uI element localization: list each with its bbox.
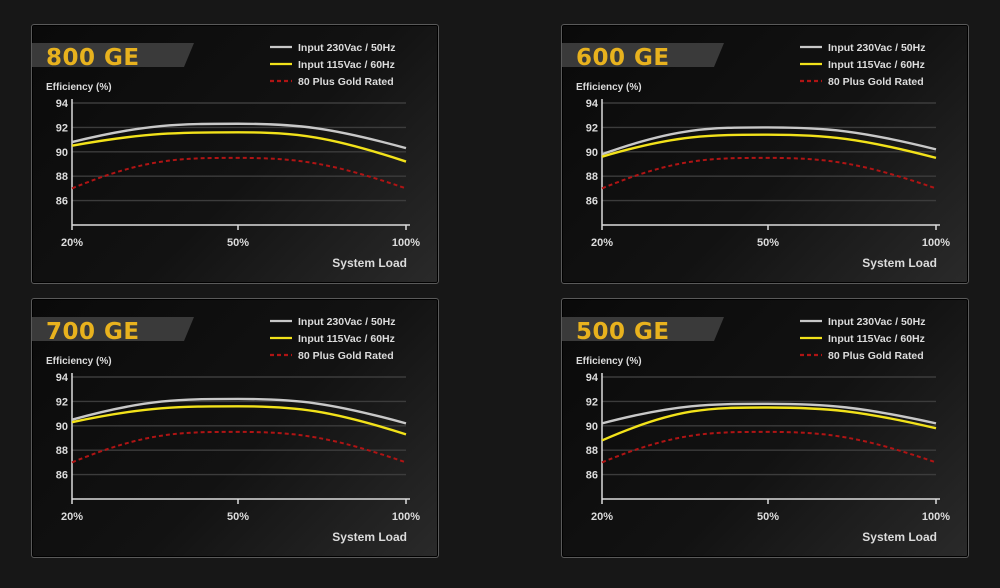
y-tick-label: 88 — [56, 171, 68, 183]
y-tick-label: 92 — [586, 396, 598, 408]
series-line-230vac — [71, 122, 407, 150]
x-axis-label: System Load — [862, 530, 937, 544]
x-tick-label: 100% — [922, 237, 950, 249]
series-line-115vac — [71, 405, 407, 436]
x-axis-label: System Load — [862, 256, 937, 270]
legend-label: Input 230Vac / 50Hz — [298, 42, 395, 54]
y-tick-label: 94 — [586, 372, 599, 384]
y-tick-label: 86 — [586, 470, 598, 482]
y-tick-label: 86 — [586, 196, 598, 208]
x-tick-label: 100% — [392, 237, 420, 249]
x-tick-label: 50% — [757, 237, 779, 249]
chart-panel-800ge: 800 GE Efficiency (%) 86 88 90 92 94 20% 50% 100%… — [31, 24, 439, 284]
chart-panel-500ge: 500 GE Efficiency (%) 86 88 90 92 94 20% 50% 100%… — [561, 298, 969, 558]
efficiency-chart: 700 GE Efficiency (%) 86 88 90 92 94 20% 50% 100%… — [32, 316, 420, 544]
series-line-80plus-gold — [601, 430, 937, 464]
legend-label: Input 230Vac / 50Hz — [298, 316, 395, 328]
y-tick-label: 94 — [586, 98, 599, 110]
series-line-230vac — [71, 397, 407, 425]
efficiency-chart: 600 GE Efficiency (%) 86 88 90 92 94 20% 50% 100%… — [562, 42, 950, 270]
x-tick-label: 20% — [61, 511, 83, 523]
y-tick-label: 90 — [56, 147, 68, 159]
y-tick-label: 90 — [56, 421, 68, 433]
x-tick-label: 50% — [227, 511, 249, 523]
x-tick-label: 50% — [227, 237, 249, 249]
chart-title: 800 GE — [46, 45, 140, 71]
series-line-80plus-gold — [71, 156, 407, 190]
y-tick-label: 88 — [586, 445, 598, 457]
legend-label: Input 115Vac / 60Hz — [298, 59, 395, 71]
title-banner — [32, 43, 194, 67]
x-tick-label: 100% — [922, 511, 950, 523]
y-axis-label: Efficiency (%) — [46, 82, 112, 93]
chart-panel-700ge: 700 GE Efficiency (%) 86 88 90 92 94 20% 50% 100%… — [31, 298, 439, 558]
legend-label: 80 Plus Gold Rated — [828, 76, 924, 88]
chart-title: 600 GE — [576, 45, 670, 71]
series-line-115vac — [71, 131, 407, 163]
y-tick-label: 94 — [56, 98, 69, 110]
y-tick-label: 92 — [586, 122, 598, 134]
y-tick-label: 88 — [586, 171, 598, 183]
y-tick-label: 86 — [56, 196, 68, 208]
efficiency-chart: 800 GE Efficiency (%) 86 88 90 92 94 20% 50% 100%… — [32, 42, 420, 270]
chart-title: 500 GE — [576, 319, 670, 345]
legend-label: Input 115Vac / 60Hz — [298, 333, 395, 345]
series-line-80plus-gold — [71, 430, 407, 464]
x-tick-label: 20% — [61, 237, 83, 249]
legend-label: Input 115Vac / 60Hz — [828, 333, 925, 345]
x-tick-label: 50% — [757, 511, 779, 523]
y-axis-label: Efficiency (%) — [576, 82, 642, 93]
y-tick-label: 86 — [56, 470, 68, 482]
series-line-230vac — [601, 126, 937, 156]
legend-label: 80 Plus Gold Rated — [298, 76, 394, 88]
y-tick-label: 92 — [56, 396, 68, 408]
series-line-230vac — [601, 402, 937, 425]
title-banner — [562, 43, 724, 67]
y-tick-label: 88 — [56, 445, 68, 457]
y-tick-label: 90 — [586, 147, 598, 159]
x-tick-label: 20% — [591, 511, 613, 523]
y-axis-label: Efficiency (%) — [576, 356, 642, 367]
legend-label: Input 230Vac / 50Hz — [828, 316, 925, 328]
series-line-80plus-gold — [601, 156, 937, 190]
legend-label: 80 Plus Gold Rated — [298, 350, 394, 362]
efficiency-chart: 500 GE Efficiency (%) 86 88 90 92 94 20% 50% 100%… — [562, 316, 950, 544]
x-axis-label: System Load — [332, 530, 407, 544]
series-line-115vac — [601, 406, 937, 442]
y-axis-label: Efficiency (%) — [46, 356, 112, 367]
legend-label: Input 115Vac / 60Hz — [828, 59, 925, 71]
legend-label: Input 230Vac / 50Hz — [828, 42, 925, 54]
title-banner — [32, 317, 194, 341]
series-line-115vac — [601, 133, 937, 160]
chart-title: 700 GE — [46, 319, 140, 345]
title-banner — [562, 317, 724, 341]
x-axis-label: System Load — [332, 256, 407, 270]
legend-label: 80 Plus Gold Rated — [828, 350, 924, 362]
y-tick-label: 92 — [56, 122, 68, 134]
x-tick-label: 20% — [591, 237, 613, 249]
y-tick-label: 94 — [56, 372, 69, 384]
x-tick-label: 100% — [392, 511, 420, 523]
chart-panel-600ge: 600 GE Efficiency (%) 86 88 90 92 94 20% 50% 100%… — [561, 24, 969, 284]
y-tick-label: 90 — [586, 421, 598, 433]
